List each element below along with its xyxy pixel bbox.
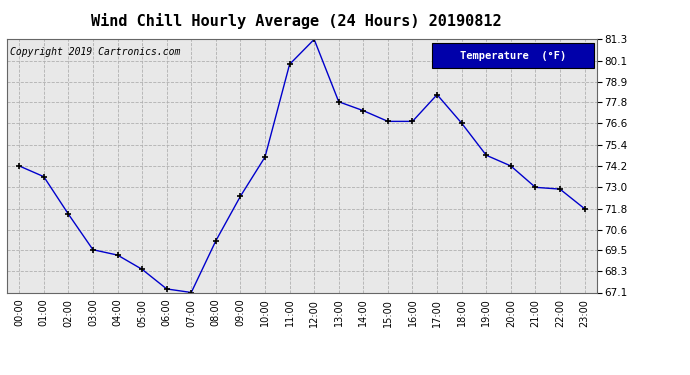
Text: Copyright 2019 Cartronics.com: Copyright 2019 Cartronics.com [10,47,180,57]
Text: Wind Chill Hourly Average (24 Hours) 20190812: Wind Chill Hourly Average (24 Hours) 201… [91,13,502,29]
FancyBboxPatch shape [432,43,594,69]
Text: Temperature  (°F): Temperature (°F) [460,51,566,61]
